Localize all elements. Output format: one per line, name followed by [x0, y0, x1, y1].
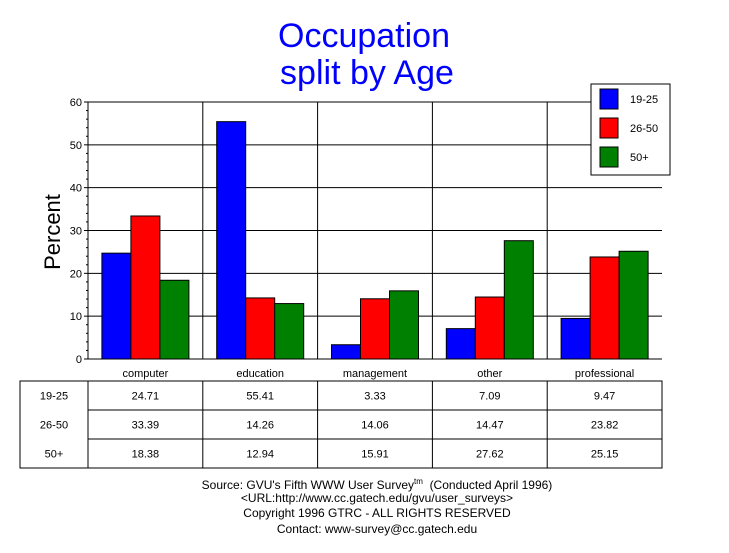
y-tick-label: 20 — [70, 268, 82, 280]
y-axis-label: Percent — [40, 194, 65, 270]
bar-education-50+ — [274, 303, 305, 360]
y-tick-label: 50 — [70, 140, 82, 152]
table-row-label: 50+ — [45, 449, 64, 461]
data-table — [19, 380, 663, 469]
bar-computer-19-25 — [101, 252, 132, 360]
table-cell: 25.15 — [591, 449, 619, 461]
bar-management-26-50 — [360, 298, 390, 360]
table-cell: 33.39 — [132, 420, 160, 432]
source-text: Source: GVU's Fifth WWW User Survey — [201, 478, 414, 492]
bar-education-26-50 — [245, 297, 276, 360]
bar-computer-26-50 — [130, 215, 161, 360]
bar-management-50+ — [389, 290, 419, 360]
legend-label: 26-50 — [630, 123, 658, 135]
x-tick-label: other — [477, 368, 502, 380]
chart-subtitle: split by Age — [280, 54, 454, 92]
x-tick-label: education — [236, 368, 284, 380]
table-cell: 9.47 — [594, 391, 615, 403]
table-cell: 14.06 — [361, 420, 389, 432]
bar-professional-26-50 — [589, 256, 620, 360]
conducted-text: (Conducted April 1996) — [429, 478, 553, 492]
table-cell: 27.62 — [476, 449, 504, 461]
y-tick-label: 40 — [70, 183, 82, 195]
y-tick-label: 10 — [70, 311, 82, 323]
table-cell: 14.47 — [476, 420, 504, 432]
chart-title: Occupation — [278, 17, 450, 55]
tm-mark: tm — [414, 477, 423, 486]
table-cell: 18.38 — [132, 449, 160, 461]
x-tick-label: management — [343, 368, 407, 380]
legend-swatch-26-50 — [599, 117, 619, 139]
footer-copyright: Copyright 1996 GTRC - ALL RIGHTS RESERVE… — [243, 506, 511, 520]
bar-computer-50+ — [159, 279, 190, 360]
table-cell: 15.91 — [361, 449, 389, 461]
bar-professional-50+ — [618, 250, 649, 360]
legend-swatch-19-25 — [599, 88, 619, 110]
y-tick-label: 0 — [76, 354, 82, 366]
table-cell: 14.26 — [246, 420, 274, 432]
y-tick-label: 60 — [70, 97, 82, 109]
table-row-label: 26-50 — [40, 420, 68, 432]
x-tick-label: professional — [575, 368, 634, 380]
legend-swatch-50+ — [599, 146, 619, 168]
bar-other-26-50 — [474, 296, 505, 360]
table-row-label: 19-25 — [40, 391, 68, 403]
table-cell: 7.09 — [479, 391, 500, 403]
bar-education-19-25 — [216, 121, 247, 360]
table-cell: 23.82 — [591, 420, 619, 432]
legend-label: 50+ — [630, 152, 649, 164]
table-cell: 55.41 — [246, 391, 274, 403]
bar-other-50+ — [503, 240, 534, 360]
footer-url: <URL:http://www.cc.gatech.edu/gvu/user_s… — [240, 491, 514, 505]
legend-label: 19-25 — [630, 94, 658, 106]
bar-management-19-25 — [331, 344, 361, 360]
x-tick-label: computer — [122, 368, 168, 380]
bar-professional-19-25 — [560, 317, 591, 360]
footer-contact: Contact: www-survey@cc.gatech.edu — [276, 522, 478, 536]
table-cell: 3.33 — [364, 391, 385, 403]
bar-other-19-25 — [445, 328, 476, 360]
footer-source: Source: GVU's Fifth WWW User Surveytm (C… — [190, 477, 564, 492]
table-cell: 12.94 — [246, 449, 274, 461]
table-cell: 24.71 — [132, 391, 160, 403]
y-tick-label: 30 — [70, 226, 82, 238]
